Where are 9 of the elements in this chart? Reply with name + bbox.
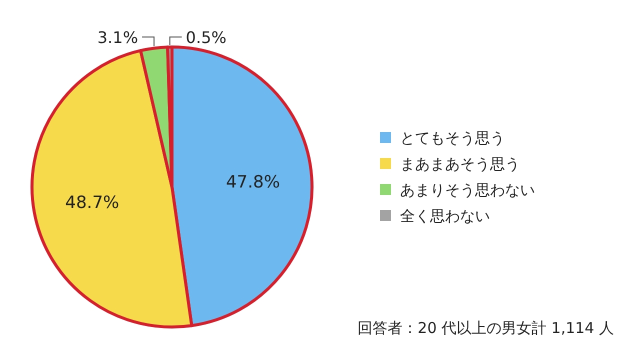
legend-label: とてもそう思う — [400, 129, 505, 147]
legend-label: まあまあそう思う — [400, 155, 520, 173]
data-label: 3.1% — [97, 28, 138, 47]
legend-label: あまりそう思わない — [400, 181, 535, 199]
data-label: 48.7% — [65, 192, 120, 213]
data-label: 47.8% — [226, 172, 280, 192]
text: 回答者：20 代以上の男女計 1,114 人 — [358, 319, 614, 337]
legend-label: 全く思わない — [400, 207, 490, 225]
data-label: 0.5% — [186, 28, 226, 47]
